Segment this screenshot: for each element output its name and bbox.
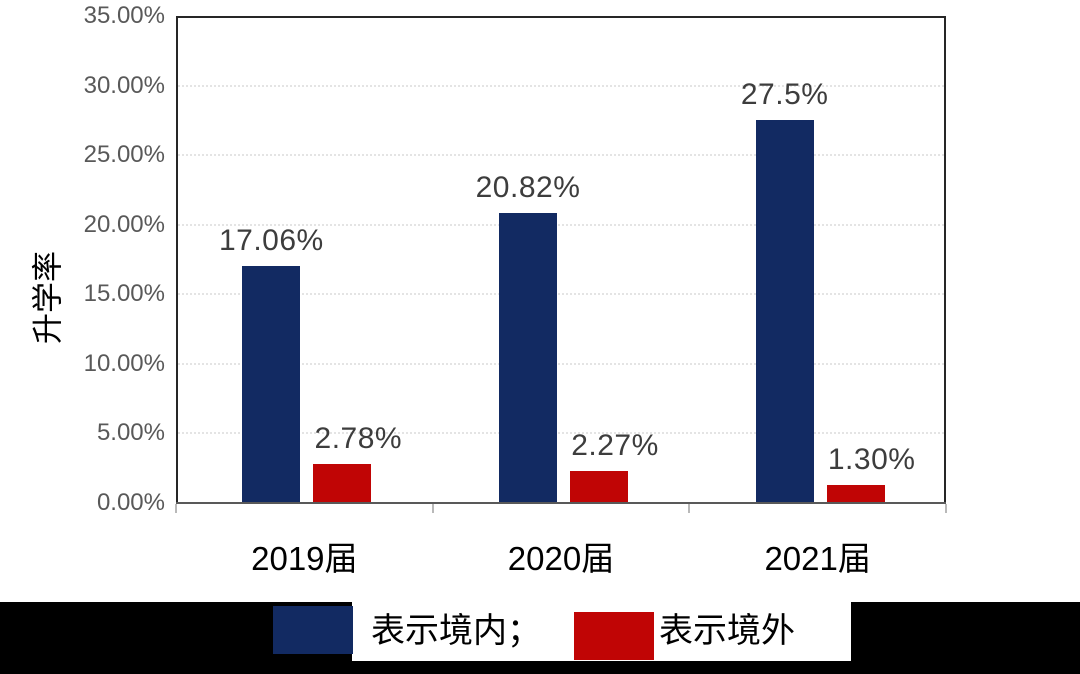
bar-value-label: 2.27% [571, 429, 659, 463]
gridline [178, 432, 944, 435]
y-tick-label: 30.00% [83, 71, 165, 99]
bar-overseas-0 [313, 464, 372, 503]
axis-tick [431, 504, 434, 513]
gridline [178, 223, 944, 226]
x-axis-category-label: 2021届 [764, 540, 871, 577]
legend-swatch-domestic-icon [273, 606, 353, 654]
bar-value-label: 1.30% [827, 442, 916, 476]
legend-swatch-overseas-icon [574, 612, 654, 660]
bar-domestic-0 [242, 265, 301, 503]
gridline [178, 362, 944, 365]
gridline [178, 293, 944, 296]
bar-value-label: 17.06% [218, 223, 324, 257]
y-tick-label: 25.00% [83, 141, 165, 169]
bar-overseas-1 [570, 471, 628, 503]
bar-overseas-2 [826, 484, 885, 503]
bar-value-label: 27.5% [740, 78, 829, 112]
bar-domestic-1 [499, 213, 557, 503]
y-tick-label: 35.00% [83, 2, 165, 29]
legend-label-overseas: 表示境外 [659, 613, 795, 650]
gridline [178, 154, 944, 157]
bar-domestic-2 [755, 120, 814, 503]
x-axis-category-label: 2019届 [251, 540, 358, 577]
axis-tick [175, 504, 177, 513]
gridline [178, 84, 944, 87]
plot-area: 17.06% 2.78% 20.82% 2.27% 27.5% 1.30% [176, 16, 946, 503]
y-tick-label: 10.00% [83, 349, 165, 377]
y-tick-label: 0.00% [96, 489, 165, 516]
x-axis-line [176, 502, 946, 504]
y-tick-label: 20.00% [83, 210, 165, 238]
bar-value-label: 20.82% [475, 171, 581, 205]
axis-tick [945, 504, 947, 513]
y-tick-label: 15.00% [83, 280, 165, 308]
y-tick-label: 5.00% [96, 419, 165, 447]
legend-label-domestic: 表示境内； [371, 613, 541, 650]
x-axis-category-label: 2020届 [507, 540, 615, 577]
axis-tick [688, 504, 691, 513]
legend-band: 表示境内； 表示境外 [0, 602, 1080, 674]
bar-value-label: 2.78% [314, 422, 403, 456]
